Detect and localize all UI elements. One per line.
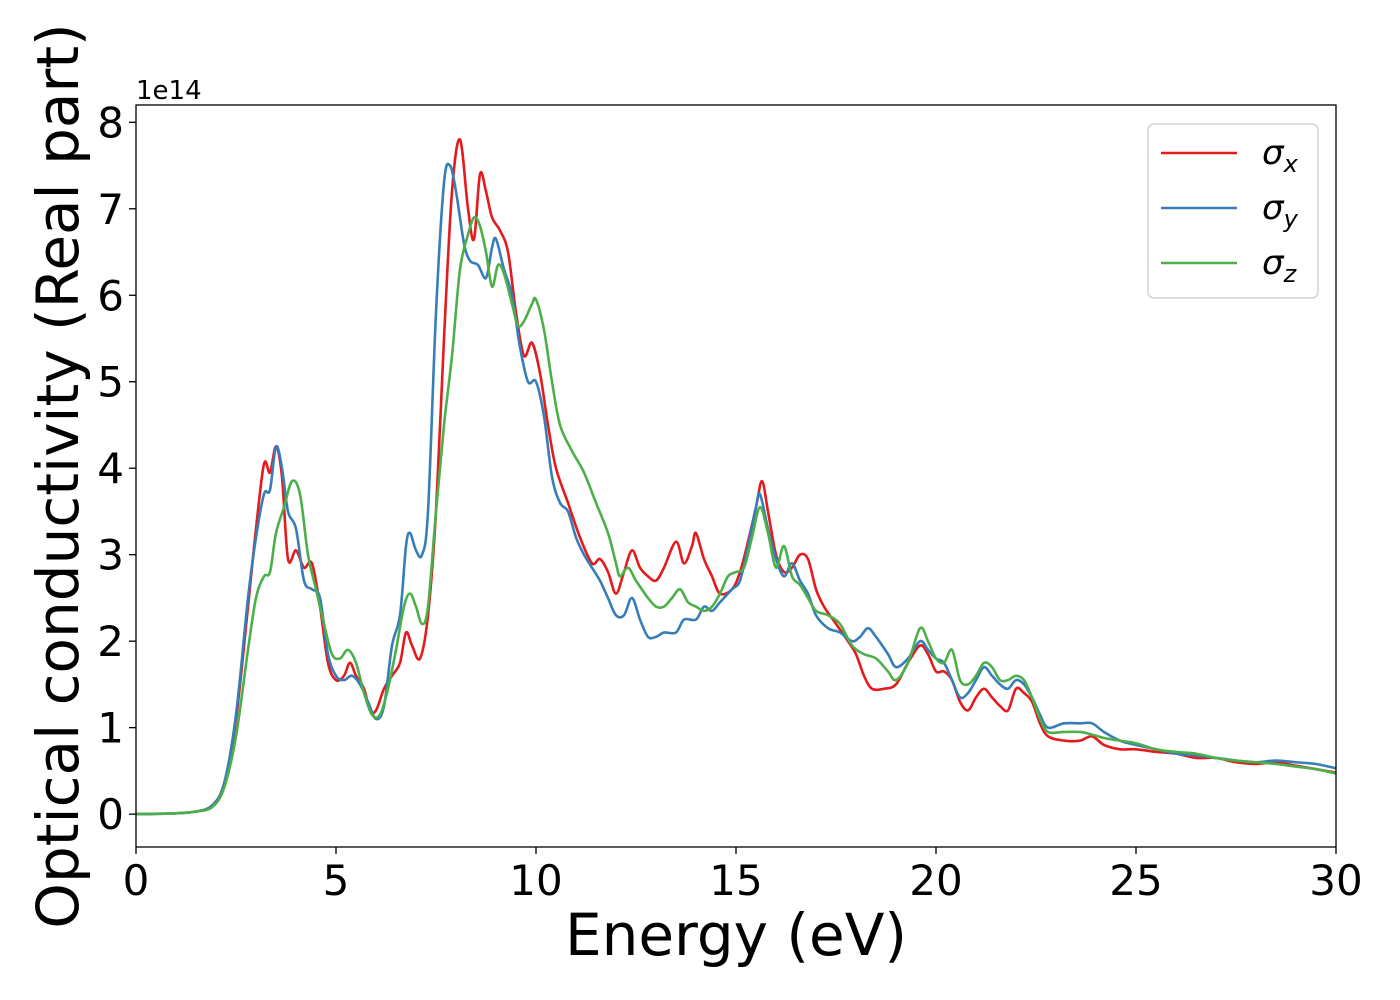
y-axis-title: Optical conductivity (Real part) — [24, 23, 92, 928]
series-line-sigma-z — [135, 215, 1337, 816]
x-tick-label: 25 — [1109, 856, 1162, 905]
series-line-sigma-x — [135, 138, 1337, 816]
legend-label-sigma-x: σx — [1262, 133, 1299, 178]
y-tick-label: 3 — [97, 531, 124, 580]
series-line-sigma-y — [135, 162, 1337, 816]
x-axis-title: Energy (eV) — [565, 901, 907, 969]
y-tick-label: 1 — [97, 704, 124, 753]
legend-label-sigma-z: σz — [1262, 243, 1298, 288]
y-tick-label: 0 — [97, 790, 124, 839]
y-tick-label: 5 — [97, 358, 124, 407]
x-tick-label: 0 — [123, 856, 150, 905]
x-tick-label: 5 — [323, 856, 350, 905]
series-lines — [135, 138, 1337, 816]
plot-frame — [135, 104, 1337, 848]
x-tick-label: 30 — [1309, 856, 1362, 905]
legend-box — [1147, 123, 1319, 299]
x-tick-label: 15 — [709, 856, 762, 905]
y-tick-label: 7 — [97, 185, 124, 234]
y-axis-ticks: 0 1 2 3 4 5 6 7 8 — [97, 98, 136, 839]
y-tick-label: 8 — [97, 98, 124, 147]
x-tick-label: 10 — [509, 856, 562, 905]
legend-label-sigma-y: σy — [1262, 188, 1299, 233]
x-axis-ticks: 0 5 10 15 20 25 30 — [123, 847, 1363, 905]
y-tick-label: 2 — [97, 617, 124, 666]
legend: σx σy σz — [1147, 123, 1319, 299]
y-tick-label: 4 — [97, 444, 124, 493]
x-tick-label: 20 — [909, 856, 962, 905]
y-tick-label: 6 — [97, 271, 124, 320]
y-offset-label: 1e14 — [136, 76, 202, 106]
